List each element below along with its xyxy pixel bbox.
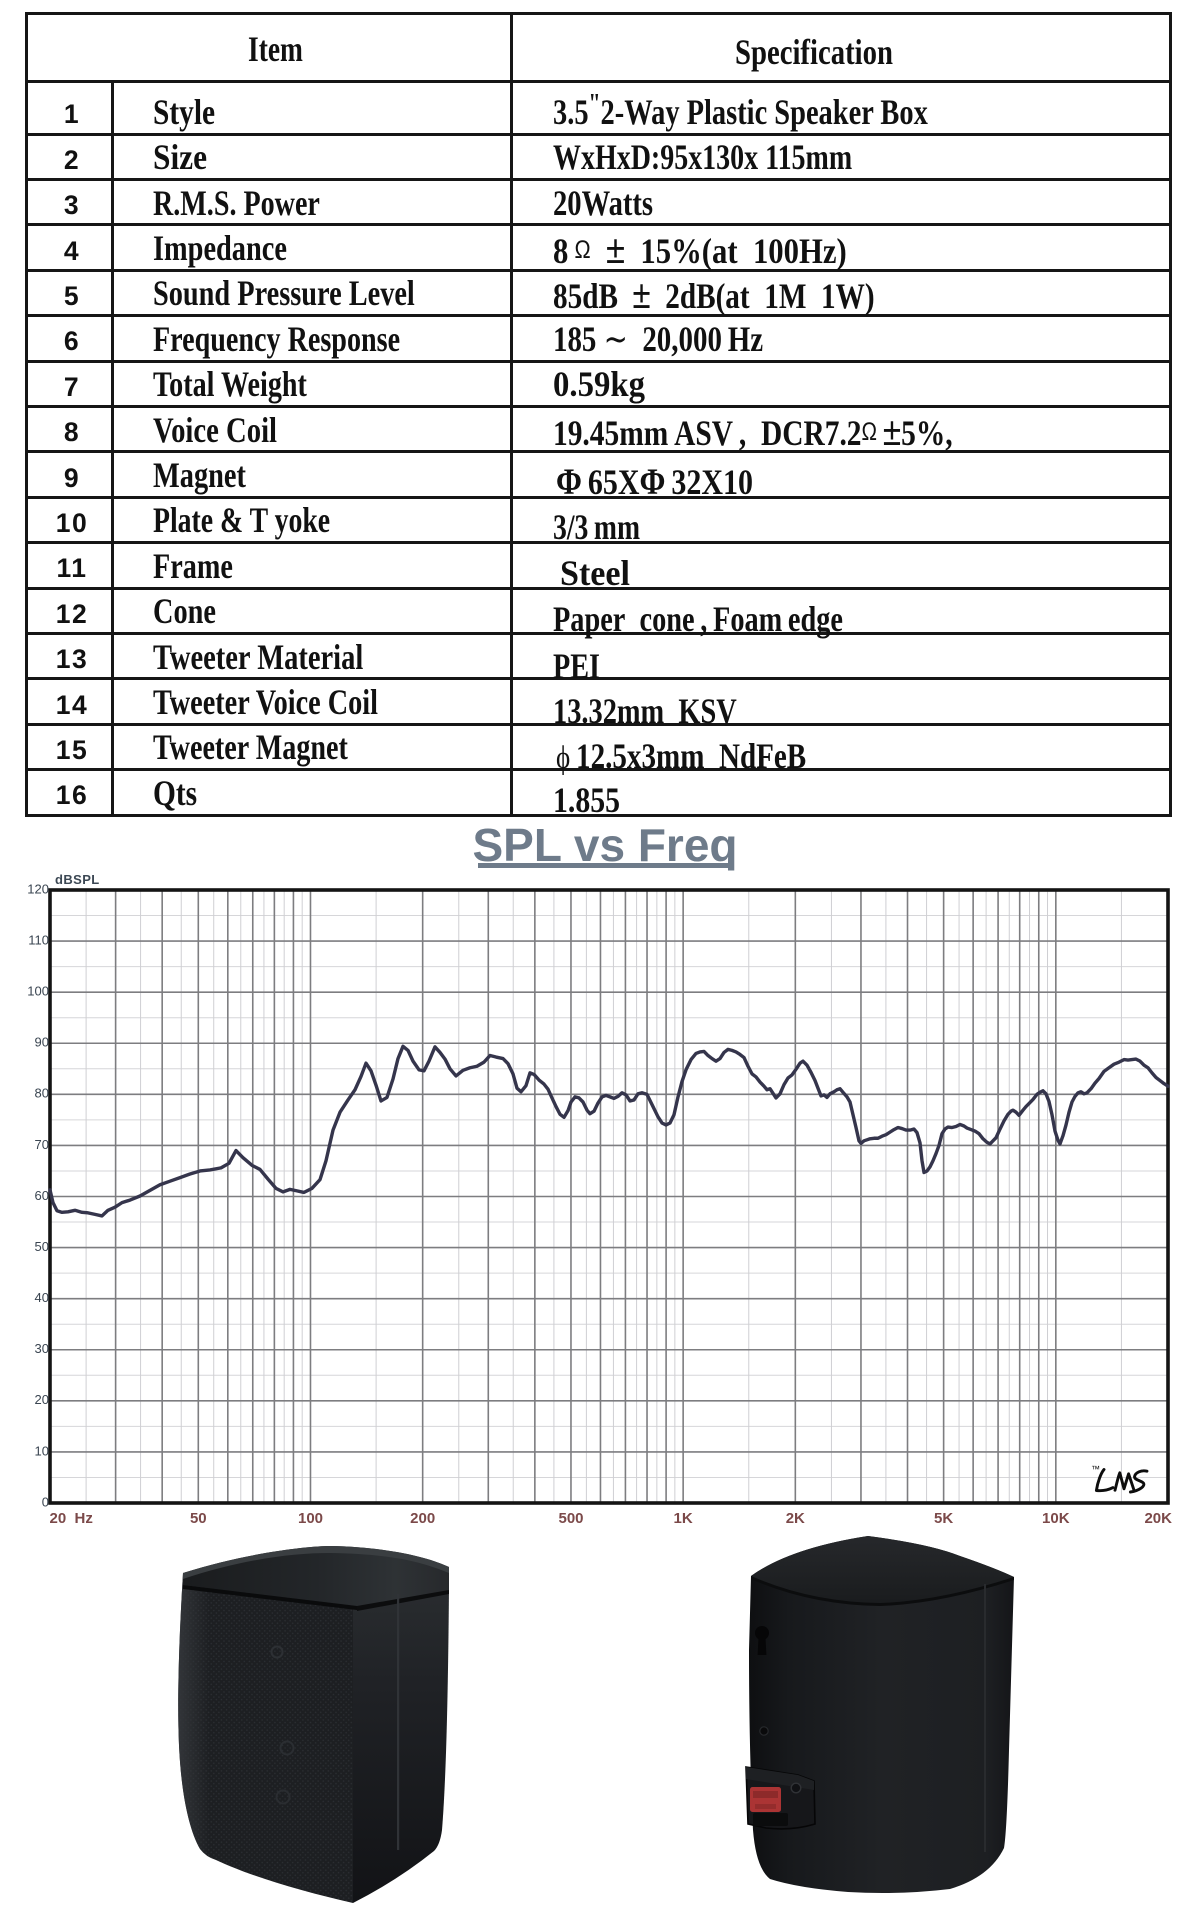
svg-text:10K: 10K	[1042, 1510, 1070, 1527]
svg-text:100: 100	[27, 984, 49, 999]
svg-text:70: 70	[35, 1137, 49, 1152]
svg-text:80: 80	[35, 1086, 49, 1101]
svg-text:5K: 5K	[934, 1510, 953, 1527]
svg-text:0: 0	[42, 1494, 49, 1509]
svg-text:50: 50	[35, 1239, 49, 1254]
svg-text:120: 120	[27, 881, 49, 896]
svg-text:20 Hz: 20 Hz	[50, 1510, 93, 1527]
svg-text:60: 60	[35, 1188, 49, 1203]
svg-text:500: 500	[558, 1510, 583, 1527]
svg-text:110: 110	[28, 933, 49, 948]
svg-text:40: 40	[35, 1290, 49, 1305]
svg-text:™: ™	[1091, 1464, 1100, 1474]
svg-text:10: 10	[35, 1443, 49, 1458]
svg-text:50: 50	[190, 1510, 207, 1527]
svg-text:90: 90	[35, 1035, 49, 1050]
svg-text:30: 30	[35, 1341, 49, 1356]
svg-text:200: 200	[410, 1510, 435, 1527]
svg-text:20K: 20K	[1144, 1510, 1172, 1527]
svg-text:2K: 2K	[786, 1510, 805, 1527]
svg-text:100: 100	[298, 1510, 323, 1527]
svg-text:20: 20	[35, 1392, 49, 1407]
svg-text:1K: 1K	[674, 1510, 693, 1527]
